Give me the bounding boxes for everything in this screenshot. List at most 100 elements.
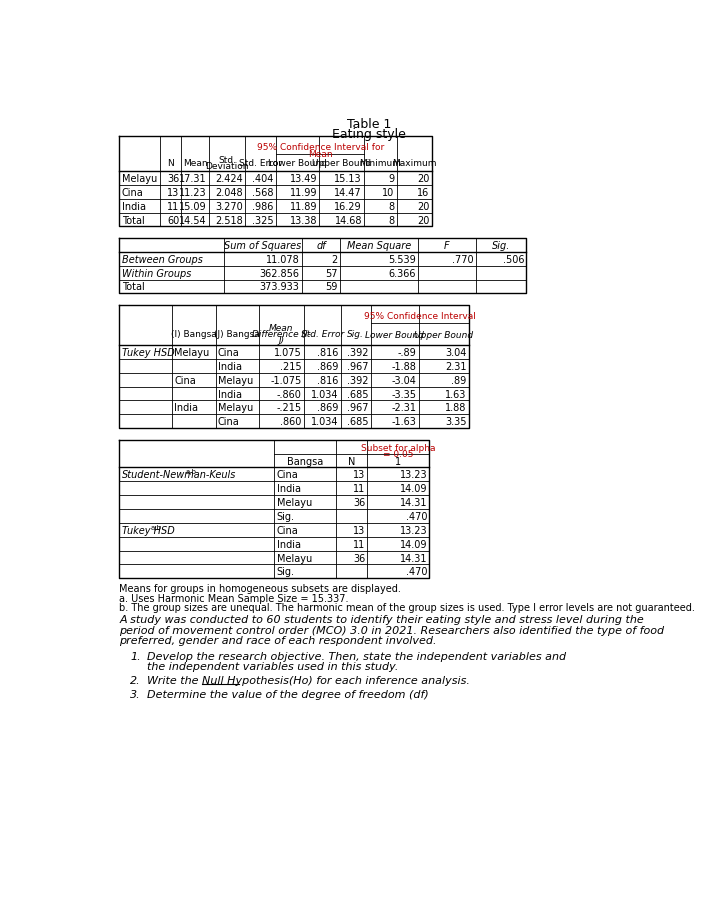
Text: df: df — [316, 241, 325, 251]
Text: b. The group sizes are unequal. The harmonic mean of the group sizes is used. Ty: b. The group sizes are unequal. The harm… — [120, 603, 696, 613]
Text: 373.933: 373.933 — [259, 282, 300, 292]
Text: Upper Bound: Upper Bound — [312, 159, 372, 167]
Text: 11.99: 11.99 — [289, 187, 317, 198]
Text: .325: .325 — [252, 215, 274, 225]
Text: 13.23: 13.23 — [400, 526, 427, 535]
Text: 1.034: 1.034 — [311, 417, 339, 426]
Text: 1.88: 1.88 — [445, 403, 467, 413]
Text: 3.35: 3.35 — [445, 417, 467, 426]
Text: (I) Bangsa: (I) Bangsa — [171, 330, 217, 339]
Text: Total: Total — [122, 282, 145, 292]
Text: 13: 13 — [353, 470, 365, 480]
Text: preferred, gender and race of each respondent involved.: preferred, gender and race of each respo… — [120, 636, 437, 646]
Text: 95% Confidence Interval: 95% Confidence Interval — [364, 312, 476, 321]
Text: Upper Bound: Upper Bound — [414, 330, 473, 339]
Text: Total: Total — [122, 215, 145, 225]
Text: 95% Confidence Interval for: 95% Confidence Interval for — [256, 142, 384, 152]
Text: Sig.: Sig. — [492, 241, 510, 251]
Text: a. Uses Harmonic Mean Sample Size = 15.337.: a. Uses Harmonic Mean Sample Size = 15.3… — [120, 594, 349, 603]
Text: .392: .392 — [347, 375, 368, 385]
Text: 20: 20 — [417, 215, 429, 225]
Text: Tukey HSD: Tukey HSD — [122, 526, 174, 535]
Text: Means for groups in homogeneous subsets are displayed.: Means for groups in homogeneous subsets … — [120, 584, 401, 594]
Text: .215: .215 — [280, 361, 302, 371]
Text: 11.89: 11.89 — [289, 201, 317, 211]
Text: Cina: Cina — [218, 347, 240, 357]
Text: 362.856: 362.856 — [259, 268, 300, 278]
Text: -1.075: -1.075 — [270, 375, 302, 385]
Text: .470: .470 — [405, 567, 427, 577]
Text: 3.04: 3.04 — [445, 347, 467, 357]
Text: 3.: 3. — [130, 689, 141, 699]
Text: 2.424: 2.424 — [215, 174, 243, 184]
Text: 13: 13 — [353, 526, 365, 535]
Text: 8: 8 — [389, 215, 395, 225]
Text: Sig.: Sig. — [276, 511, 294, 521]
Text: .89: .89 — [451, 375, 467, 385]
Text: 36: 36 — [353, 553, 365, 563]
Text: -3.35: -3.35 — [391, 389, 416, 399]
Text: Mean: Mean — [183, 159, 207, 167]
Text: .869: .869 — [318, 361, 339, 371]
Text: N: N — [348, 456, 356, 466]
Text: 5.539: 5.539 — [388, 255, 415, 265]
Text: -.215: -.215 — [276, 403, 302, 413]
Text: 36: 36 — [353, 497, 365, 507]
Text: Melayu: Melayu — [276, 497, 312, 507]
Text: Cina: Cina — [122, 187, 143, 198]
Text: 6.366: 6.366 — [388, 268, 415, 278]
Text: India: India — [276, 483, 301, 494]
Text: 9: 9 — [389, 174, 395, 184]
Text: .816: .816 — [318, 375, 339, 385]
Text: .860: .860 — [280, 417, 302, 426]
Text: Student-Newman-Keuls: Student-Newman-Keuls — [122, 470, 236, 480]
Text: Between Groups: Between Groups — [122, 255, 202, 265]
Text: 1.075: 1.075 — [274, 347, 302, 357]
Text: 2.048: 2.048 — [215, 187, 243, 198]
Text: Maximum: Maximum — [392, 159, 436, 167]
Text: Cina: Cina — [276, 526, 299, 535]
Text: 20: 20 — [417, 201, 429, 211]
Text: 60: 60 — [167, 215, 179, 225]
Text: 11.23: 11.23 — [179, 187, 207, 198]
Text: Lower Bound: Lower Bound — [269, 159, 327, 167]
Text: 1: 1 — [395, 456, 402, 466]
Text: 14.68: 14.68 — [335, 215, 362, 225]
Text: 14.31: 14.31 — [400, 553, 427, 563]
Text: 14.47: 14.47 — [334, 187, 362, 198]
Text: 15.09: 15.09 — [179, 201, 207, 211]
Text: .685: .685 — [347, 389, 368, 399]
Text: -1.88: -1.88 — [392, 361, 416, 371]
Text: 8: 8 — [389, 201, 395, 211]
Text: 11.078: 11.078 — [266, 255, 300, 265]
Text: 2: 2 — [332, 255, 338, 265]
Text: .685: .685 — [347, 417, 368, 426]
Text: J): J) — [279, 336, 284, 346]
Text: 36: 36 — [167, 174, 179, 184]
Text: Minimum: Minimum — [359, 159, 402, 167]
Text: .470: .470 — [405, 511, 427, 521]
Text: Determine the value of the degree of freedom (df): Determine the value of the degree of fre… — [147, 689, 428, 699]
Text: Melayu: Melayu — [122, 174, 157, 184]
Text: a,b: a,b — [186, 469, 197, 475]
Text: Sig.: Sig. — [347, 330, 364, 339]
Text: Cina: Cina — [174, 375, 197, 385]
Text: India: India — [218, 389, 242, 399]
Text: 11: 11 — [167, 201, 179, 211]
Text: Std. Error: Std. Error — [301, 330, 344, 339]
Text: 14.09: 14.09 — [400, 483, 427, 494]
Text: F: F — [444, 241, 450, 251]
Text: 16: 16 — [417, 187, 429, 198]
Text: the independent variables used in this study.: the independent variables used in this s… — [147, 662, 398, 672]
Text: .568: .568 — [252, 187, 274, 198]
Text: 17.31: 17.31 — [179, 174, 207, 184]
Text: Table 1: Table 1 — [347, 118, 391, 130]
Text: 1.: 1. — [130, 651, 141, 661]
Text: .816: .816 — [318, 347, 339, 357]
Text: 11: 11 — [353, 483, 365, 494]
Text: India: India — [276, 539, 301, 549]
Text: A study was conducted to 60 students to identify their eating style and stress l: A study was conducted to 60 students to … — [120, 614, 644, 624]
Text: India: India — [122, 201, 145, 211]
Text: .967: .967 — [347, 403, 368, 413]
Text: Sum of Squares: Sum of Squares — [224, 241, 302, 251]
